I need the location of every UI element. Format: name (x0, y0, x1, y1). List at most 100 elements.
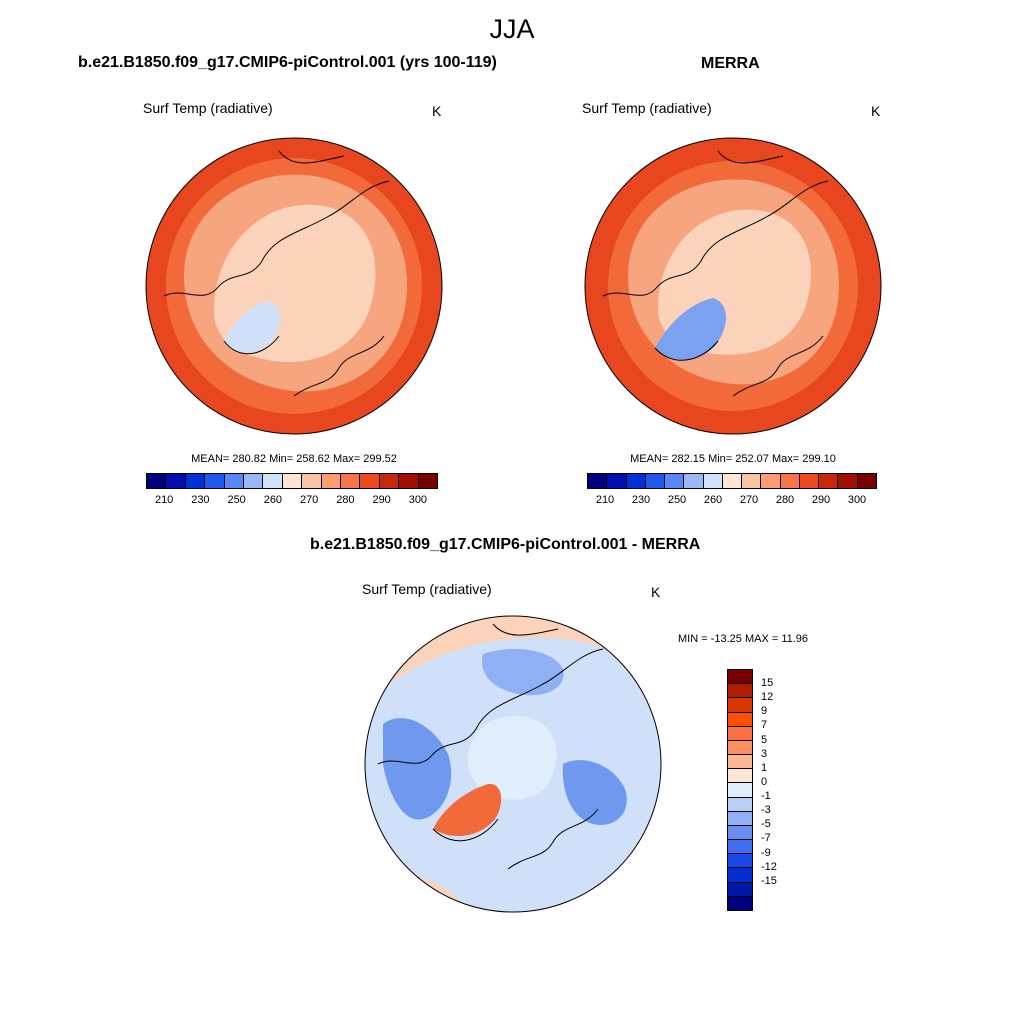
colorbar-box (728, 726, 752, 741)
p1-coastline (163, 150, 390, 397)
colorbar-box (728, 769, 752, 784)
colorbar-box (857, 474, 876, 488)
colorbar-box (761, 474, 781, 488)
colorbar-tick-label: -15 (761, 874, 777, 887)
colorbar-tick-label: 5 (761, 733, 768, 746)
colorbar-tick-label: 9 (761, 705, 768, 718)
p2-coastline (602, 150, 829, 397)
colorbar-box (244, 474, 264, 488)
colorbar-tick-label: -9 (761, 846, 771, 859)
panel-1-polar-map (145, 137, 443, 435)
colorbar-box (302, 474, 322, 488)
colorbar-box (728, 811, 752, 826)
colorbar-tick-label: 250 (667, 494, 687, 506)
colorbar-tick-label: -12 (761, 860, 777, 873)
colorbar-box (780, 474, 800, 488)
colorbar-box (205, 474, 225, 488)
colorbar-tick-label: 15 (761, 677, 774, 690)
colorbar-tick-label: -1 (761, 790, 771, 803)
panel-1-units: K (432, 103, 442, 119)
panel-2-variable: Surf Temp (radiative) (582, 100, 712, 116)
colorbar-box (728, 825, 752, 841)
panel-1-colorbar-ticks: 210 230 250 260 270 280 290 300 (146, 494, 436, 508)
p3-coastline (377, 623, 604, 870)
panel-3-colorbar (727, 669, 753, 911)
panel-2-colorbar (587, 473, 877, 489)
colorbar-box (645, 474, 666, 488)
colorbar-tick-label: 1 (761, 761, 768, 774)
p3-greenland-warm (433, 783, 502, 837)
colorbar-box (703, 474, 723, 488)
colorbar-box (728, 698, 752, 713)
colorbar-tick-label: 300 (847, 494, 867, 506)
panel-2-units: K (871, 103, 881, 119)
colorbar-box (399, 474, 419, 488)
p3-blue-west (383, 718, 452, 820)
colorbar-tick-label: -7 (761, 832, 771, 845)
colorbar-box (588, 474, 608, 488)
panel-1-colorbar (146, 473, 438, 489)
colorbar-box (607, 474, 627, 488)
panel-3-variable: Surf Temp (radiative) (362, 581, 492, 597)
panel-2-title: MERRA (701, 55, 760, 72)
colorbar-box (166, 474, 186, 488)
colorbar-box (728, 868, 752, 883)
colorbar-tick-label: 230 (191, 494, 210, 506)
colorbar-box (321, 474, 342, 488)
colorbar-box (728, 882, 752, 897)
colorbar-box (728, 670, 752, 685)
colorbar-box (728, 740, 752, 756)
colorbar-tick-label: 250 (227, 494, 246, 506)
colorbar-box (185, 474, 206, 488)
colorbar-box (282, 474, 303, 488)
colorbar-box (742, 474, 762, 488)
colorbar-tick-label: 300 (408, 494, 428, 506)
colorbar-box (799, 474, 820, 488)
colorbar-box (360, 474, 380, 488)
colorbar-box (728, 684, 752, 699)
colorbar-box (379, 474, 400, 488)
colorbar-box (341, 474, 361, 488)
panel-3-colorbar-ticks: 15 12 9 7 5 3 1 0 -1 -3 -5 -7 -9 -12 -15 (761, 669, 801, 909)
panel-3-title: b.e21.B1850.f09_g17.CMIP6-piControl.001 … (310, 536, 701, 553)
colorbar-box (418, 474, 438, 488)
panel-1-variable: Surf Temp (radiative) (143, 100, 273, 116)
panel-2-colorbar-ticks: 210 230 250 260 270 280 290 300 (587, 494, 875, 508)
p3-arctic-pale (467, 715, 557, 800)
colorbar-tick-label: 0 (761, 775, 768, 788)
colorbar-box (626, 474, 646, 488)
panel-3-stats: MIN = -13.25 MAX = 11.96 (678, 633, 809, 645)
colorbar-box (728, 840, 752, 855)
colorbar-box (728, 797, 752, 812)
p2-greenland-ice (655, 298, 726, 361)
panel-2-stats: MEAN= 282.15 Min= 252.07 Max= 299.10 (630, 453, 836, 465)
panel-1-title: b.e21.B1850.f09_g17.CMIP6-piControl.001 … (78, 54, 497, 71)
p1-greenland-ice (224, 301, 280, 354)
colorbar-box (263, 474, 283, 488)
colorbar-box (728, 712, 752, 727)
figure-title: JJA (489, 14, 535, 44)
colorbar-tick-label: -3 (761, 804, 771, 817)
colorbar-tick-label: -5 (761, 818, 771, 831)
colorbar-box (147, 474, 167, 488)
colorbar-tick-label: 3 (761, 747, 768, 760)
panel-3-polar-map (364, 615, 662, 913)
colorbar-box (838, 474, 858, 488)
colorbar-tick-label: 280 (775, 494, 795, 506)
colorbar-box (819, 474, 839, 488)
colorbar-tick-label: 290 (372, 494, 391, 506)
colorbar-box (665, 474, 685, 488)
p3-blue-east (562, 760, 627, 825)
colorbar-box (728, 783, 752, 798)
colorbar-box (728, 755, 752, 770)
colorbar-tick-label: 7 (761, 719, 768, 732)
panel-1-stats: MEAN= 280.82 Min= 258.62 Max= 299.52 (191, 453, 397, 465)
colorbar-box (684, 474, 704, 488)
colorbar-tick-label: 210 (595, 494, 615, 506)
colorbar-tick-label: 260 (703, 494, 723, 506)
colorbar-box (728, 854, 752, 869)
panel-3-units: K (651, 584, 661, 600)
colorbar-tick-label: 210 (154, 494, 174, 506)
colorbar-tick-label: 290 (811, 494, 831, 506)
colorbar-box (722, 474, 743, 488)
